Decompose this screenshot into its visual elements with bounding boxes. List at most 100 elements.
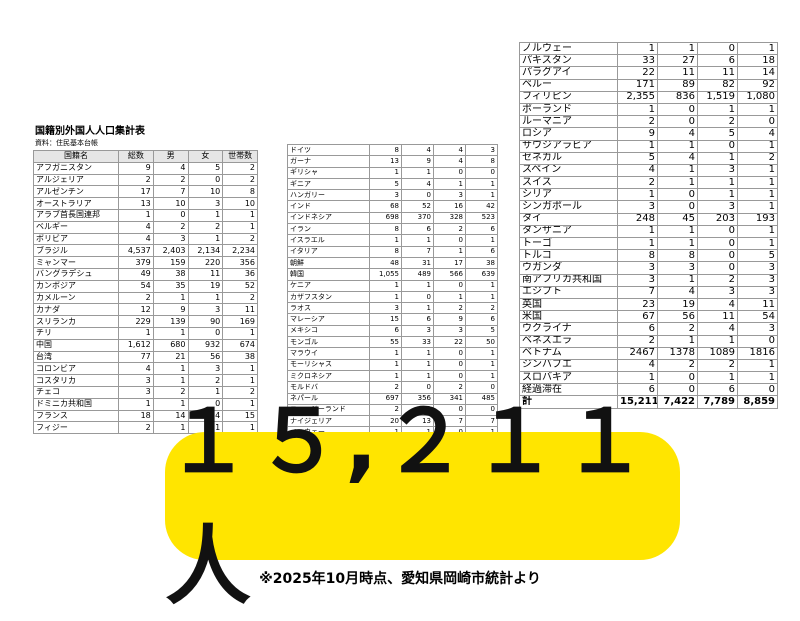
number-cell: 169 [222, 315, 258, 328]
name-cell: サウジアラビア [519, 139, 618, 153]
name-cell: アルゼンチン [33, 185, 119, 199]
number-cell: 4 [737, 127, 778, 141]
table-row: シンガポール 3 0 3 1 [519, 200, 778, 214]
number-cell: 女 [187, 150, 224, 163]
number-cell: 1 [465, 290, 498, 304]
table-row: アラブ首長国連邦 1 0 1 1 [33, 208, 258, 222]
number-cell: 4 [657, 127, 698, 141]
number-cell: 54 [737, 310, 778, 324]
number-cell: 3 [433, 324, 466, 338]
number-cell: 8,859 [737, 395, 778, 409]
number-cell: 8 [222, 185, 258, 199]
number-cell: 2 [118, 421, 154, 435]
number-cell: 248 [617, 212, 658, 226]
number-cell: 2 [697, 273, 738, 287]
number-cell: 1 [152, 326, 189, 340]
number-cell: 36 [222, 267, 258, 281]
name-cell: チェコ [33, 385, 119, 399]
number-cell: 男 [152, 150, 189, 163]
number-cell: 9 [118, 161, 154, 175]
number-cell: 2 [152, 173, 189, 187]
number-cell: 1816 [737, 346, 778, 360]
number-cell: 1 [465, 279, 498, 292]
number-cell: 1 [697, 151, 738, 165]
name-cell: ポーランド [519, 102, 618, 117]
name-cell: ケニア [287, 279, 370, 292]
number-cell: 0 [187, 397, 224, 411]
number-cell: 14 [737, 66, 778, 80]
number-cell: 3 [187, 197, 224, 210]
number-cell: 836 [657, 90, 698, 104]
number-cell: 0 [433, 166, 466, 179]
number-cell: 1 [118, 326, 154, 340]
number-cell: 1 [118, 208, 154, 222]
number-cell: 1,080 [737, 90, 778, 104]
number-cell: 5 [187, 161, 224, 175]
highlight-box: １５,２１１人 [165, 392, 680, 617]
number-cell: 15,211 [617, 395, 658, 409]
table-row: オーストラリア 13 10 3 10 [33, 197, 258, 210]
table-row: スリランカ 229 139 90 169 [33, 315, 258, 328]
number-cell: 2 [222, 232, 258, 246]
number-cell: 1 [222, 220, 258, 234]
number-cell: 68 [369, 200, 402, 213]
table-row: メキシコ 6 3 3 5 [287, 324, 498, 338]
number-cell: 11 [737, 297, 778, 312]
number-cell: 22 [433, 336, 466, 349]
number-cell: 4,537 [118, 244, 154, 258]
number-cell: 1 [369, 166, 402, 179]
number-cell: 42 [465, 200, 498, 213]
number-cell: 932 [187, 338, 224, 352]
table-row: ペルー 171 89 82 92 [519, 78, 778, 92]
number-cell: 11 [222, 303, 258, 317]
number-cell: 3 [369, 189, 402, 202]
name-cell: ガーナ [287, 155, 370, 168]
number-cell: 8 [657, 249, 698, 263]
number-cell: 1 [187, 385, 224, 399]
number-cell: 1 [617, 236, 658, 251]
table-row: ウガンダ 3 3 0 3 [519, 261, 778, 275]
number-cell: 7 [401, 245, 434, 258]
table-row: サウジアラビア 1 1 0 1 [519, 139, 778, 153]
number-cell: 0 [433, 347, 466, 360]
table-row: 朝鮮 48 31 17 38 [287, 256, 498, 270]
number-cell: 5 [697, 127, 738, 141]
number-cell: 2 [118, 173, 154, 187]
table-row: ミャンマー 379 159 220 356 [33, 256, 258, 269]
table-row: モーリシャス 1 1 0 1 [287, 358, 498, 371]
number-cell: 4 [187, 409, 224, 423]
table-row: ジンバブエ 4 2 2 1 [519, 358, 778, 373]
table-row: ベネズエラ 2 1 1 0 [519, 334, 778, 348]
table-row: エジプト 7 4 3 3 [519, 285, 778, 299]
number-cell: 22 [617, 66, 658, 80]
name-cell: 韓国 [287, 268, 370, 281]
number-cell: 1 [737, 41, 778, 56]
number-cell: 19 [657, 297, 698, 312]
name-cell: パキスタン [519, 54, 618, 68]
number-cell: 2 [433, 302, 466, 315]
number-cell: 4 [617, 163, 658, 178]
number-cell: 1 [401, 166, 434, 179]
table-row: ポーランド 1 0 1 1 [519, 102, 778, 117]
table-row: 台湾 77 21 56 38 [33, 350, 258, 364]
name-cell: ベネズエラ [519, 334, 618, 348]
number-cell: 0 [657, 200, 698, 214]
number-cell: 3 [187, 303, 224, 317]
name-cell: イラン [287, 223, 370, 236]
number-cell: 1,612 [118, 338, 154, 352]
number-cell: 8 [369, 245, 402, 258]
number-cell: 4 [657, 285, 698, 299]
name-cell: カメルーン [33, 291, 119, 305]
number-cell: 3 [697, 285, 738, 299]
table-row: カナダ 12 9 3 11 [33, 303, 258, 317]
number-cell: 1 [401, 279, 434, 292]
number-cell: 1 [369, 347, 402, 360]
table-row: ドミニカ共和国 1 1 0 1 [33, 397, 258, 411]
table-row: モンゴル 55 33 22 50 [287, 336, 498, 349]
name-cell: ラオス [287, 302, 370, 315]
number-cell: 6 [697, 54, 738, 68]
number-cell: 0 [697, 236, 738, 251]
number-cell: 1 [369, 358, 402, 371]
number-cell: 0 [401, 290, 434, 304]
number-cell: 9 [152, 303, 189, 317]
